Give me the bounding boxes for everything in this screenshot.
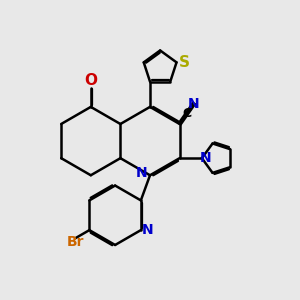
Text: N: N: [188, 97, 199, 111]
Text: O: O: [84, 73, 97, 88]
Text: N: N: [200, 151, 211, 165]
Text: N: N: [136, 166, 148, 180]
Text: C: C: [183, 107, 192, 120]
Text: S: S: [179, 55, 191, 70]
Text: N: N: [142, 223, 153, 237]
Text: Br: Br: [67, 235, 84, 249]
